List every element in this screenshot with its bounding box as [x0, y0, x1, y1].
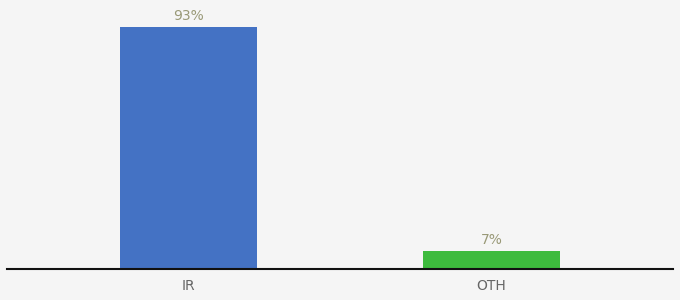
- Text: 93%: 93%: [173, 9, 204, 22]
- Text: 7%: 7%: [481, 233, 503, 247]
- Bar: [423, 251, 560, 269]
- Bar: [120, 26, 257, 269]
